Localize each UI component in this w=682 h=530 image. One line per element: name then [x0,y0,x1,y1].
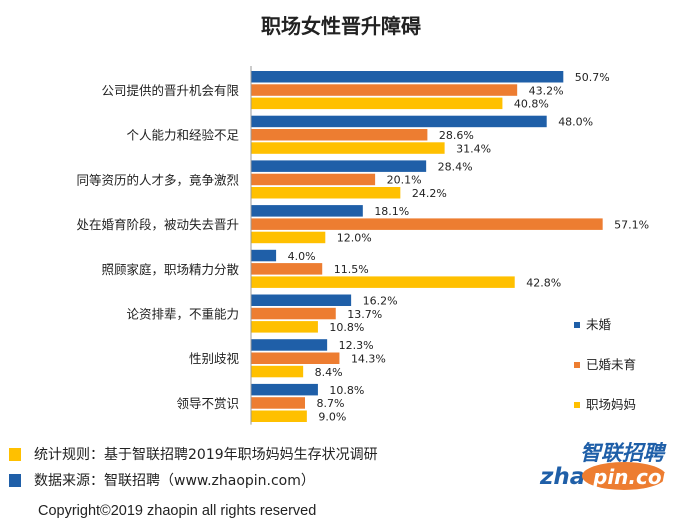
bar [251,276,515,288]
bar [251,249,277,262]
legend-label: 已婚未育 [586,357,636,372]
statistics-rule: 统计规则：基于智联招聘2019年职场妈妈生存状况调研 [34,447,378,463]
bar [251,352,340,364]
value-label: 8.7% [317,397,345,410]
bar [251,129,428,141]
value-label: 57.1% [614,218,649,231]
logo-chinese-text: 智联招聘 [580,441,667,465]
value-label: 11.5% [334,263,369,276]
bar [251,71,564,83]
category-label: 处在婚育阶段，被动失去晋升 [76,217,239,232]
value-label: 18.1% [374,205,409,218]
category-label: 照顾家庭，职场精力分散 [101,262,239,277]
copyright: Copyright©2019 zhaopin all rights reserv… [38,503,317,519]
value-label: 40.8% [514,98,549,111]
rule-marker [9,448,21,461]
value-label: 50.7% [575,71,610,84]
bar [251,205,363,217]
value-label: 10.8% [329,384,364,397]
bar [251,410,307,422]
bar [251,383,318,396]
bar [251,365,304,378]
legend-swatch [574,362,580,368]
value-label: 14.3% [351,353,386,366]
logo-english-suffix: pin.com [592,465,670,489]
value-label: 31.4% [456,142,491,155]
value-label: 48.0% [558,116,593,129]
bar [251,294,352,306]
category-label: 公司提供的晋升机会有限 [101,83,239,98]
category-label: 论资排辈，不重能力 [126,306,239,321]
legend-label: 未婚 [586,317,612,332]
value-label: 8.4% [315,366,343,379]
bar [251,218,603,230]
legend-swatch [574,402,580,408]
category-label: 领导不赏识 [176,396,239,411]
bar [251,115,547,128]
bar [251,160,427,172]
bar [251,397,306,409]
legend-label: 职场妈妈 [586,397,636,412]
value-label: 43.2% [529,84,564,97]
value-label: 9.0% [318,411,346,424]
value-labels: 50.7% 43.2%40.8% 48.0% 28.6%31.4% 28.4% 20.1%… [288,71,650,424]
value-label: 20.1% [387,174,422,187]
bars [251,71,603,422]
bar [251,97,503,110]
bar [251,307,336,320]
value-label: 42.8% [526,276,561,289]
value-label: 13.7% [347,308,382,321]
source-marker [9,474,21,487]
logo-badge-shape [582,462,666,490]
value-label: 12.0% [337,232,372,245]
category-label: 同等资历的人才多，竟争激烈 [76,172,239,187]
value-label: 28.4% [438,160,473,173]
value-label: 24.2% [412,187,447,200]
chart-title: 职场女性晋升障碍 [261,14,421,38]
chart: 职场女性晋升障碍 公司提供的晋升机会有限个人能力和经验不足同等资历的人才多，竟争… [76,14,650,425]
data-source: 数据来源：智联招聘（www.zhaopin.com） [34,473,315,489]
bar [251,173,376,186]
bar [251,321,318,333]
value-label: 12.3% [339,339,374,352]
zhaopin-logo: 智联招聘 zhao pin.com [539,441,670,490]
bar [251,187,401,199]
legend-swatch [574,322,580,328]
bar [251,263,323,275]
value-label: 10.8% [329,321,364,334]
value-label: 16.2% [363,295,398,308]
bar [251,231,326,244]
bar [251,84,518,96]
category-label: 个人能力和经验不足 [126,128,239,143]
category-label: 性别歧视 [189,351,240,366]
value-label: 28.6% [439,129,474,142]
bar [251,142,445,154]
bar [251,339,328,351]
value-label: 4.0% [288,250,316,263]
category-labels: 公司提供的晋升机会有限个人能力和经验不足同等资历的人才多，竟争激烈处在婚育阶段，… [76,83,239,411]
